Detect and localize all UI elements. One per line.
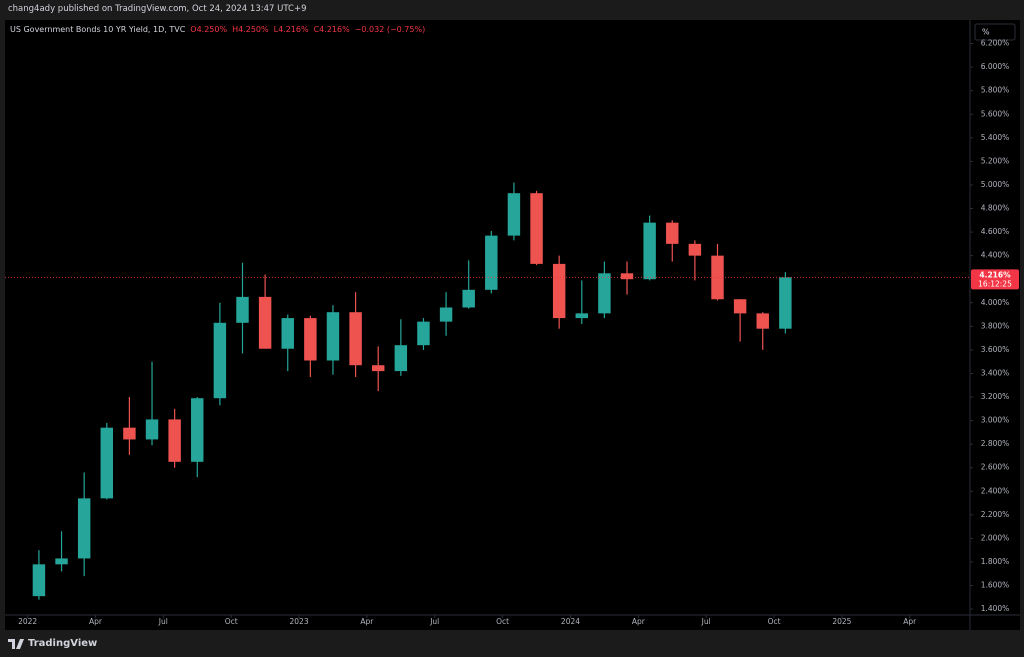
candle-body <box>575 313 589 319</box>
candle-body <box>711 255 724 300</box>
ohlc-high: H4.250% <box>232 25 269 34</box>
candle-body <box>168 419 181 462</box>
candle-body <box>326 312 340 361</box>
candle-body <box>462 289 475 308</box>
y-tick-label: 4.800% <box>981 204 1010 213</box>
candle-body <box>643 222 656 280</box>
y-tick-label: 3.200% <box>981 392 1010 401</box>
y-tick-label: 6.200% <box>981 39 1010 48</box>
y-tick-label: 4.400% <box>981 251 1010 260</box>
x-tick-label: 2022 <box>18 617 37 626</box>
y-tick-label: 5.000% <box>981 180 1010 189</box>
y-tick-label: 3.400% <box>981 368 1010 377</box>
y-tick-label: 1.400% <box>981 604 1010 613</box>
ohlc-change: −0.032 (−0.75%) <box>354 25 426 34</box>
y-tick-label: 2.800% <box>981 439 1010 448</box>
y-tick-label: 3.000% <box>981 416 1010 425</box>
candle-body <box>417 321 430 346</box>
candle-body <box>123 427 136 440</box>
candle-body <box>191 398 204 462</box>
x-tick-label: 2025 <box>832 617 851 626</box>
candle-body <box>666 222 679 244</box>
x-tick-label: Oct <box>496 617 509 626</box>
candle-body <box>620 273 634 280</box>
candle-body <box>281 318 294 349</box>
candle-body <box>304 318 317 361</box>
last-price-box <box>971 269 1019 290</box>
y-tick-label: 1.600% <box>981 581 1010 590</box>
candle-body <box>688 243 702 256</box>
brand: TradingView <box>8 638 97 649</box>
x-tick-label: 2024 <box>561 617 580 626</box>
candle-body <box>236 296 249 323</box>
x-tick-label: Apr <box>632 617 646 626</box>
y-tick-label: 2.200% <box>981 510 1010 519</box>
scale-button-label[interactable]: % <box>982 28 990 37</box>
x-tick-label: Jul <box>429 617 439 626</box>
candle-body <box>530 193 543 264</box>
candle-body <box>733 299 747 314</box>
ohlc-open: O4.250% <box>190 25 228 34</box>
symbol: US Government Bonds 10 YR Yield, 1D, TVC <box>10 25 186 34</box>
brand-name: TradingView <box>28 638 98 649</box>
candle-body <box>756 313 769 329</box>
scale-button[interactable] <box>974 23 1016 41</box>
x-tick-label: Jul <box>158 617 168 626</box>
chart-pane <box>5 20 970 630</box>
y-tick-label: 4.600% <box>981 227 1010 236</box>
x-tick-label: Apr <box>903 617 917 626</box>
x-tick-label: 2023 <box>290 617 309 626</box>
countdown: 16:12:25 <box>978 279 1012 288</box>
y-tick-label: 5.400% <box>981 133 1010 142</box>
candle-body <box>213 322 227 399</box>
candle-body <box>552 263 566 319</box>
y-tick-label: 3.800% <box>981 321 1010 330</box>
price-axis <box>970 20 1020 630</box>
legend: US Government Bonds 10 YR Yield, 1D, TVC… <box>10 25 425 34</box>
candle-body <box>507 193 521 236</box>
candle-body <box>77 498 91 559</box>
last-price-label: 4.216% <box>979 270 1011 279</box>
y-tick-label: 2.400% <box>981 486 1010 495</box>
y-tick-label: 5.200% <box>981 156 1010 165</box>
candle-body <box>439 307 453 322</box>
candle-body <box>32 564 46 597</box>
logo <box>8 638 24 649</box>
ohlc-low: L4.216% <box>273 25 309 34</box>
y-tick-label: 2.000% <box>981 533 1010 542</box>
y-tick-label: 5.800% <box>981 86 1010 95</box>
candle-body <box>371 365 385 372</box>
candle-body <box>598 273 611 314</box>
y-tick-label: 2.600% <box>981 463 1010 472</box>
x-tick-label: Apr <box>360 617 374 626</box>
candle-body <box>779 277 792 329</box>
candle-body <box>394 345 408 372</box>
x-tick-label: Oct <box>768 617 781 626</box>
publisher: chang4ady published on TradingView.com, … <box>8 4 307 14</box>
candle-body <box>349 312 362 366</box>
y-tick-label: 1.800% <box>981 557 1010 566</box>
ohlc-close: C4.216% <box>313 25 350 34</box>
candle-body <box>258 296 272 349</box>
y-tick-label: 6.000% <box>981 62 1010 71</box>
y-tick-label: 3.600% <box>981 345 1010 354</box>
x-tick-label: Jul <box>701 617 711 626</box>
candle-body <box>485 235 498 290</box>
y-tick-label: 5.600% <box>981 109 1010 118</box>
x-tick-label: Apr <box>89 617 103 626</box>
candle-body <box>55 558 68 565</box>
candle-body <box>100 427 114 499</box>
candle-body <box>145 419 159 440</box>
y-tick-label: 4.000% <box>981 298 1010 307</box>
x-tick-label: Oct <box>225 617 238 626</box>
